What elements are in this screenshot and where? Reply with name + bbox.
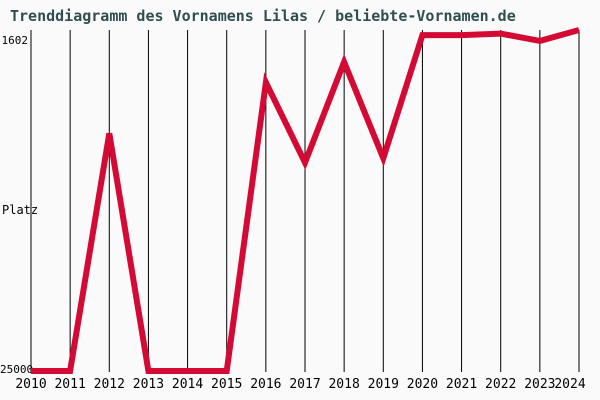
x-axis-label-2010: 2010 [15, 377, 47, 392]
x-axis-label-2015: 2015 [211, 377, 243, 392]
x-axis-label-2011: 2011 [54, 377, 86, 392]
y-axis-title: Platz [2, 203, 39, 217]
y-axis-max-tick-label: 1602 [1, 34, 29, 47]
x-axis-label-2016: 2016 [250, 377, 282, 392]
x-axis-label-2013: 2013 [132, 377, 165, 392]
x-axis-label-2024: 2024 [554, 377, 586, 392]
x-axis-label-2023: 2023 [524, 377, 556, 392]
trend-line [31, 27, 580, 374]
x-axis-label-2020: 2020 [406, 377, 439, 392]
chart-title: Trenddiagramm des Vornamens Lilas / beli… [10, 7, 516, 25]
x-axis-label-2014: 2014 [171, 377, 204, 392]
x-axis-label-2018: 2018 [328, 377, 360, 392]
x-axis-label-2021: 2021 [445, 377, 478, 392]
x-axis-label-2012: 2012 [93, 377, 125, 392]
year-gridlines [30, 30, 580, 372]
x-axis-label-2017: 2017 [289, 377, 321, 392]
y-axis-min-tick-label: 25000 [0, 363, 34, 376]
x-axis-label-2019: 2019 [367, 377, 399, 392]
x-axis-label-2022: 2022 [485, 377, 517, 392]
